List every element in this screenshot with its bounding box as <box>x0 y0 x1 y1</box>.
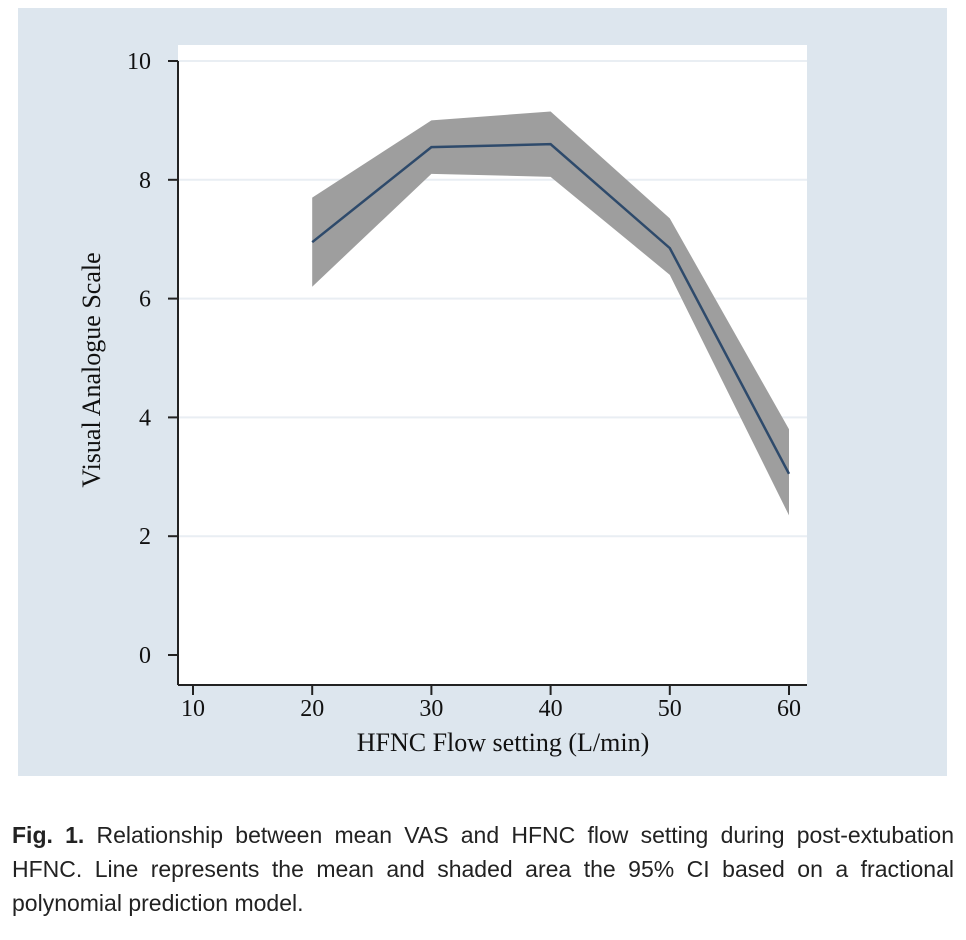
ci-band <box>312 111 789 516</box>
vas-line-chart: 0 2 4 6 8 10 10 20 30 40 50 60 HFNC Flow setting (L… <box>77 45 807 757</box>
tick-labels: 0 2 4 6 8 10 10 20 30 40 50 60 <box>127 49 801 722</box>
x-tick-label-60: 60 <box>777 696 801 722</box>
caption-label: Fig. 1. <box>12 822 85 848</box>
y-tick-label-10: 10 <box>127 49 151 75</box>
x-axis-title: HFNC Flow setting (L/min) <box>357 728 650 757</box>
figure-caption: Fig. 1. Relationship between mean VAS an… <box>12 818 954 920</box>
axes <box>177 61 807 686</box>
y-tick-label-6: 6 <box>139 287 151 313</box>
x-tick-label-20: 20 <box>300 696 324 722</box>
x-tick-label-50: 50 <box>658 696 682 722</box>
y-axis-title: Visual Analogue Scale <box>77 252 106 487</box>
x-tick-label-40: 40 <box>539 696 563 722</box>
mean-line-layer <box>311 142 791 475</box>
y-tick-label-4: 4 <box>139 405 151 431</box>
confidence-band-layer <box>312 111 789 516</box>
y-tick-label-2: 2 <box>139 524 151 550</box>
x-tick-label-10: 10 <box>181 696 205 722</box>
x-tick-label-30: 30 <box>419 696 443 722</box>
caption-text: Relationship between mean VAS and HFNC f… <box>12 822 954 916</box>
y-tick-label-0: 0 <box>139 643 151 669</box>
y-tick-label-8: 8 <box>139 168 151 194</box>
figure-panel: 0 2 4 6 8 10 10 20 30 40 50 60 HFNC Flow setting (L… <box>18 8 947 776</box>
